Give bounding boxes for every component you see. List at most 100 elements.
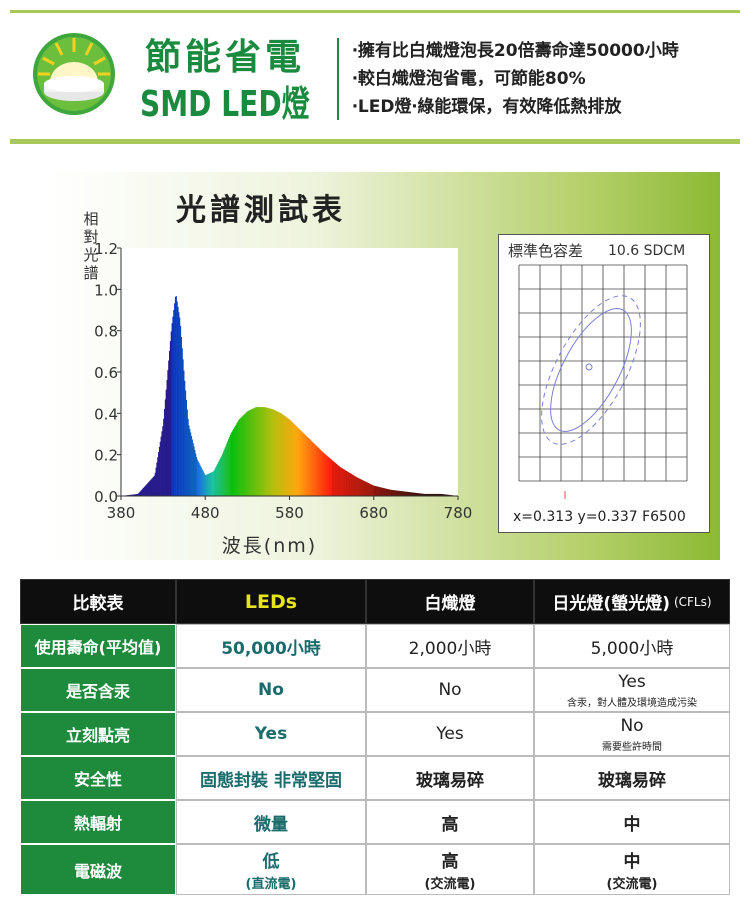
spectrum-band [388, 489, 391, 496]
spectrum-band [225, 445, 227, 496]
spectrum-band [184, 380, 186, 496]
spectrum-band [239, 418, 241, 496]
cfl-header-abbr: (CFLs) [673, 594, 712, 609]
spectrum-band [265, 407, 267, 496]
y-axis-label: 相 對 光 譜 [78, 210, 104, 282]
spectrum-band [291, 421, 293, 496]
spectrum-band [268, 408, 270, 496]
spectrum-band [307, 437, 309, 496]
spectrum-band [377, 486, 380, 496]
spectrum-band [437, 493, 439, 496]
cfl-note: (交流電) [606, 877, 658, 892]
spectrum-band [246, 411, 248, 496]
spectrum-band [294, 424, 296, 496]
spectrum-band [232, 430, 234, 496]
spectrum-band [426, 493, 428, 496]
spectrum-band [432, 493, 434, 496]
table-header-cfl: 日光燈(螢光燈) (CFLs) [534, 579, 730, 624]
spectrum-band [283, 415, 285, 496]
table-row: 使用壽命(平均值) 50,000小時 2,000小時 5,000小時 [20, 624, 730, 668]
spectrum-band [356, 477, 359, 496]
spectrum-band [199, 464, 201, 496]
spectrum-band [369, 483, 371, 496]
spectrum-band [218, 460, 220, 496]
sdcm-value: 10.6 SDCM [608, 243, 686, 259]
spectrum-band [296, 426, 298, 496]
spectrum-band [171, 323, 173, 496]
spectrum-band [351, 474, 353, 496]
spectrum-band [303, 434, 305, 496]
spectrum-band [215, 467, 217, 496]
cfl-value: 中 [534, 800, 730, 844]
spectrum-band [346, 471, 348, 496]
spectrum-band [137, 493, 139, 496]
spectrum-band [135, 494, 137, 496]
y-tick-label: 0.0 [94, 488, 118, 506]
spectrum-band [248, 410, 250, 496]
spectrum-band [403, 491, 405, 496]
spectrum-band [169, 350, 171, 496]
spectrum-band [351, 474, 353, 496]
cfl-value-cell: Yes 含汞，對人體及環境造成污染 [534, 668, 730, 712]
table-row: 是否含汞 No No Yes 含汞，對人體及環境造成污染 [20, 668, 730, 712]
spectrum-band [138, 492, 140, 496]
spectrum-band [216, 465, 218, 496]
spectrum-band [168, 360, 170, 496]
spectrum-band [401, 491, 403, 496]
feature-list: ‧擁有比白熾燈泡長20倍壽命達50000小時 ‧較白熾燈泡省電，可節能80% ‧… [352, 37, 679, 121]
spectrum-band [202, 471, 204, 496]
spectrum-band [429, 493, 431, 496]
spectrum-band [388, 489, 390, 496]
spectrum-band [130, 494, 132, 496]
spectrum-band [385, 488, 387, 496]
table-header-leds: LEDs [176, 579, 366, 624]
spectrum-band [205, 475, 207, 496]
spectrum-band [444, 494, 446, 496]
spectrum-band [173, 310, 175, 496]
spectrum-band [323, 452, 325, 496]
spectrum-band [164, 399, 166, 496]
spectrum-band [345, 470, 348, 496]
tolerance-ellipse-outer [541, 295, 641, 445]
spectrum-band [412, 492, 414, 496]
incandescent-value: 高 [366, 800, 534, 844]
top-green-line [10, 10, 740, 13]
spectrum-band [302, 432, 304, 496]
spectrum-band [290, 420, 292, 496]
spectrum-band [308, 438, 310, 496]
spectrum-band [238, 419, 241, 496]
spectrum-band [132, 494, 134, 496]
cfl-note: 含汞，對人體及環境造成污染 [567, 697, 697, 709]
feature-item: ‧LED燈‧綠能環保，有效降低熱排放 [352, 97, 622, 117]
table-header-row: 比較表 LEDs 白熾燈 日光燈(螢光燈) (CFLs) [20, 579, 730, 624]
spectrum-band [238, 420, 240, 496]
spectrum-band [206, 474, 209, 496]
spectrum-band [227, 441, 229, 496]
led-value: 固態封裝 非常堅固 [176, 756, 366, 800]
spectrum-band [286, 417, 289, 496]
spectrum-band [306, 436, 308, 496]
spectrum-band [139, 491, 141, 496]
spectrum-band [301, 431, 303, 496]
cfl-value-cell: 中 (交流電) [534, 844, 730, 895]
spectrum-band [259, 407, 261, 496]
row-label: 是否含汞 [20, 668, 176, 712]
y-tick-label: 0.2 [94, 447, 118, 465]
spectrum-band [177, 306, 179, 496]
spectrum-band [230, 433, 232, 496]
y-tick-label: 0.6 [94, 364, 118, 382]
spectrum-band [292, 422, 294, 496]
spectrum-band [341, 468, 343, 496]
spectrum-band [302, 433, 305, 496]
spectrum-band [129, 494, 131, 496]
spectrum-band [324, 454, 327, 496]
spectrum-band [204, 474, 206, 496]
cfl-note: 需要些許時間 [602, 741, 662, 753]
spectrum-band [319, 449, 321, 496]
spectrum-band [254, 407, 256, 496]
spectrum-band [407, 491, 409, 496]
spectrum-band [425, 493, 428, 496]
spectrum-band [378, 487, 380, 496]
spectrum-chart: 0.0 0.2 0.4 0.6 0.8 1.0 1.2 380 480 580 680 780 波長(n… [94, 240, 472, 557]
spectrum-band [249, 410, 251, 496]
